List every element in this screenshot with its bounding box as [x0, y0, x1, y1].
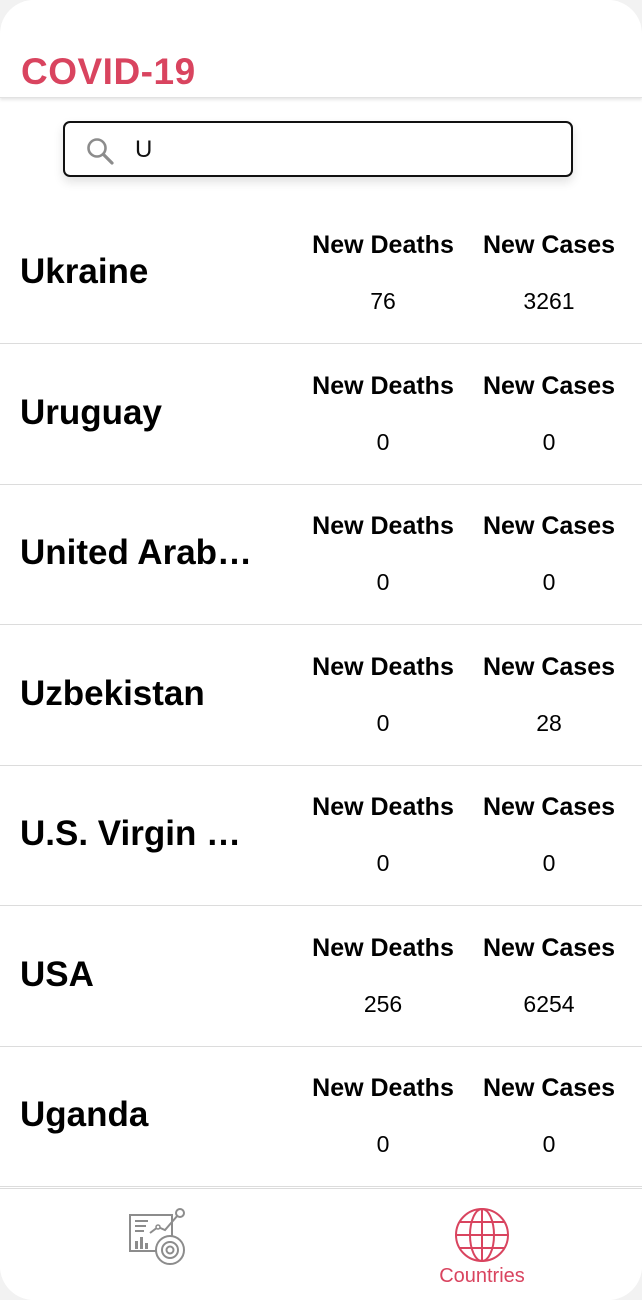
- tab-statistics[interactable]: [58, 1189, 258, 1300]
- country-row[interactable]: Uganda New Deaths 0 New Cases 0: [0, 1047, 642, 1187]
- country-row[interactable]: Ukraine New Deaths 76 New Cases 3261: [0, 204, 642, 344]
- country-list: Ukraine New Deaths 76 New Cases 3261 Uru…: [0, 204, 642, 1188]
- country-row[interactable]: United Arab… New Deaths 0 New Cases 0: [0, 485, 642, 625]
- new-cases-stat: New Cases 0: [459, 370, 639, 457]
- new-cases-value: 0: [542, 850, 556, 876]
- country-name: United Arab…: [20, 533, 253, 572]
- new-deaths-label: New Deaths: [312, 793, 454, 821]
- country-name: Uganda: [20, 1095, 149, 1134]
- country-name: Ukraine: [20, 252, 149, 291]
- new-cases-value: 0: [542, 569, 556, 595]
- new-cases-value: 6254: [523, 991, 575, 1017]
- app-header: COVID-19: [0, 0, 642, 98]
- new-cases-stat: New Cases 3261: [459, 229, 639, 316]
- new-cases-value: 3261: [523, 288, 575, 314]
- country-row[interactable]: Uzbekistan New Deaths 0 New Cases 28: [0, 626, 642, 766]
- new-deaths-value: 0: [376, 1131, 390, 1157]
- tab-countries[interactable]: Countries: [382, 1189, 582, 1300]
- new-deaths-stat: New Deaths 76: [293, 229, 473, 316]
- new-deaths-value: 76: [370, 288, 396, 314]
- new-deaths-value: 0: [376, 710, 390, 736]
- new-deaths-stat: New Deaths 0: [293, 651, 473, 738]
- new-cases-value: 28: [536, 710, 562, 736]
- tab-countries-label: Countries: [439, 1265, 525, 1287]
- search-icon: [87, 138, 114, 165]
- new-deaths-label: New Deaths: [312, 231, 454, 259]
- new-cases-stat: New Cases 0: [459, 1072, 639, 1159]
- new-deaths-stat: New Deaths 256: [293, 932, 473, 1019]
- new-deaths-label: New Deaths: [312, 1074, 454, 1102]
- statistics-icon: [129, 1208, 185, 1265]
- new-deaths-label: New Deaths: [312, 934, 454, 962]
- search-input[interactable]: [135, 133, 555, 167]
- country-row[interactable]: USA New Deaths 256 New Cases 6254: [0, 907, 642, 1047]
- new-cases-value: 0: [542, 1131, 556, 1157]
- globe-icon: [455, 1208, 509, 1262]
- app-title: COVID-19: [21, 51, 196, 92]
- country-name: Uruguay: [20, 393, 162, 432]
- search-box[interactable]: [63, 121, 573, 177]
- new-deaths-label: New Deaths: [312, 653, 454, 681]
- new-deaths-label: New Deaths: [312, 372, 454, 400]
- new-deaths-value: 256: [363, 991, 403, 1017]
- search-bar: [0, 98, 642, 202]
- new-deaths-stat: New Deaths 0: [293, 1072, 473, 1159]
- new-deaths-value: 0: [376, 429, 390, 455]
- country-row[interactable]: U.S. Virgin … New Deaths 0 New Cases 0: [0, 766, 642, 906]
- new-deaths-value: 0: [376, 850, 390, 876]
- country-name: USA: [20, 955, 94, 994]
- new-deaths-stat: New Deaths 0: [293, 510, 473, 597]
- new-cases-stat: New Cases 0: [459, 510, 639, 597]
- new-cases-label: New Cases: [482, 1074, 616, 1102]
- new-deaths-label: New Deaths: [312, 512, 454, 540]
- new-cases-stat: New Cases 6254: [459, 932, 639, 1019]
- new-deaths-stat: New Deaths 0: [293, 370, 473, 457]
- new-cases-label: New Cases: [482, 793, 616, 821]
- new-cases-stat: New Cases 0: [459, 791, 639, 878]
- new-cases-label: New Cases: [482, 512, 616, 540]
- new-cases-label: New Cases: [482, 653, 616, 681]
- new-cases-value: 0: [542, 429, 556, 455]
- bottom-tab-bar: Countries: [0, 1188, 642, 1300]
- new-deaths-stat: New Deaths 0: [293, 791, 473, 878]
- new-cases-label: New Cases: [482, 231, 616, 259]
- new-cases-stat: New Cases 28: [459, 651, 639, 738]
- new-deaths-value: 0: [376, 569, 390, 595]
- country-name: U.S. Virgin …: [20, 814, 242, 853]
- new-cases-label: New Cases: [482, 372, 616, 400]
- country-row[interactable]: Uruguay New Deaths 0 New Cases 0: [0, 345, 642, 485]
- new-cases-label: New Cases: [482, 934, 616, 962]
- country-name: Uzbekistan: [20, 674, 205, 713]
